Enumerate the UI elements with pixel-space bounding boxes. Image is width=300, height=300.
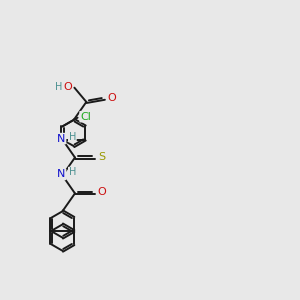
Text: Cl: Cl bbox=[80, 112, 91, 122]
Text: O: O bbox=[63, 82, 72, 92]
Text: H: H bbox=[69, 132, 76, 142]
Text: N: N bbox=[57, 134, 66, 144]
Text: O: O bbox=[107, 93, 116, 103]
Text: O: O bbox=[97, 188, 106, 197]
Text: H: H bbox=[55, 82, 62, 92]
Text: H: H bbox=[69, 167, 76, 178]
Text: S: S bbox=[98, 152, 105, 161]
Text: N: N bbox=[57, 169, 66, 179]
